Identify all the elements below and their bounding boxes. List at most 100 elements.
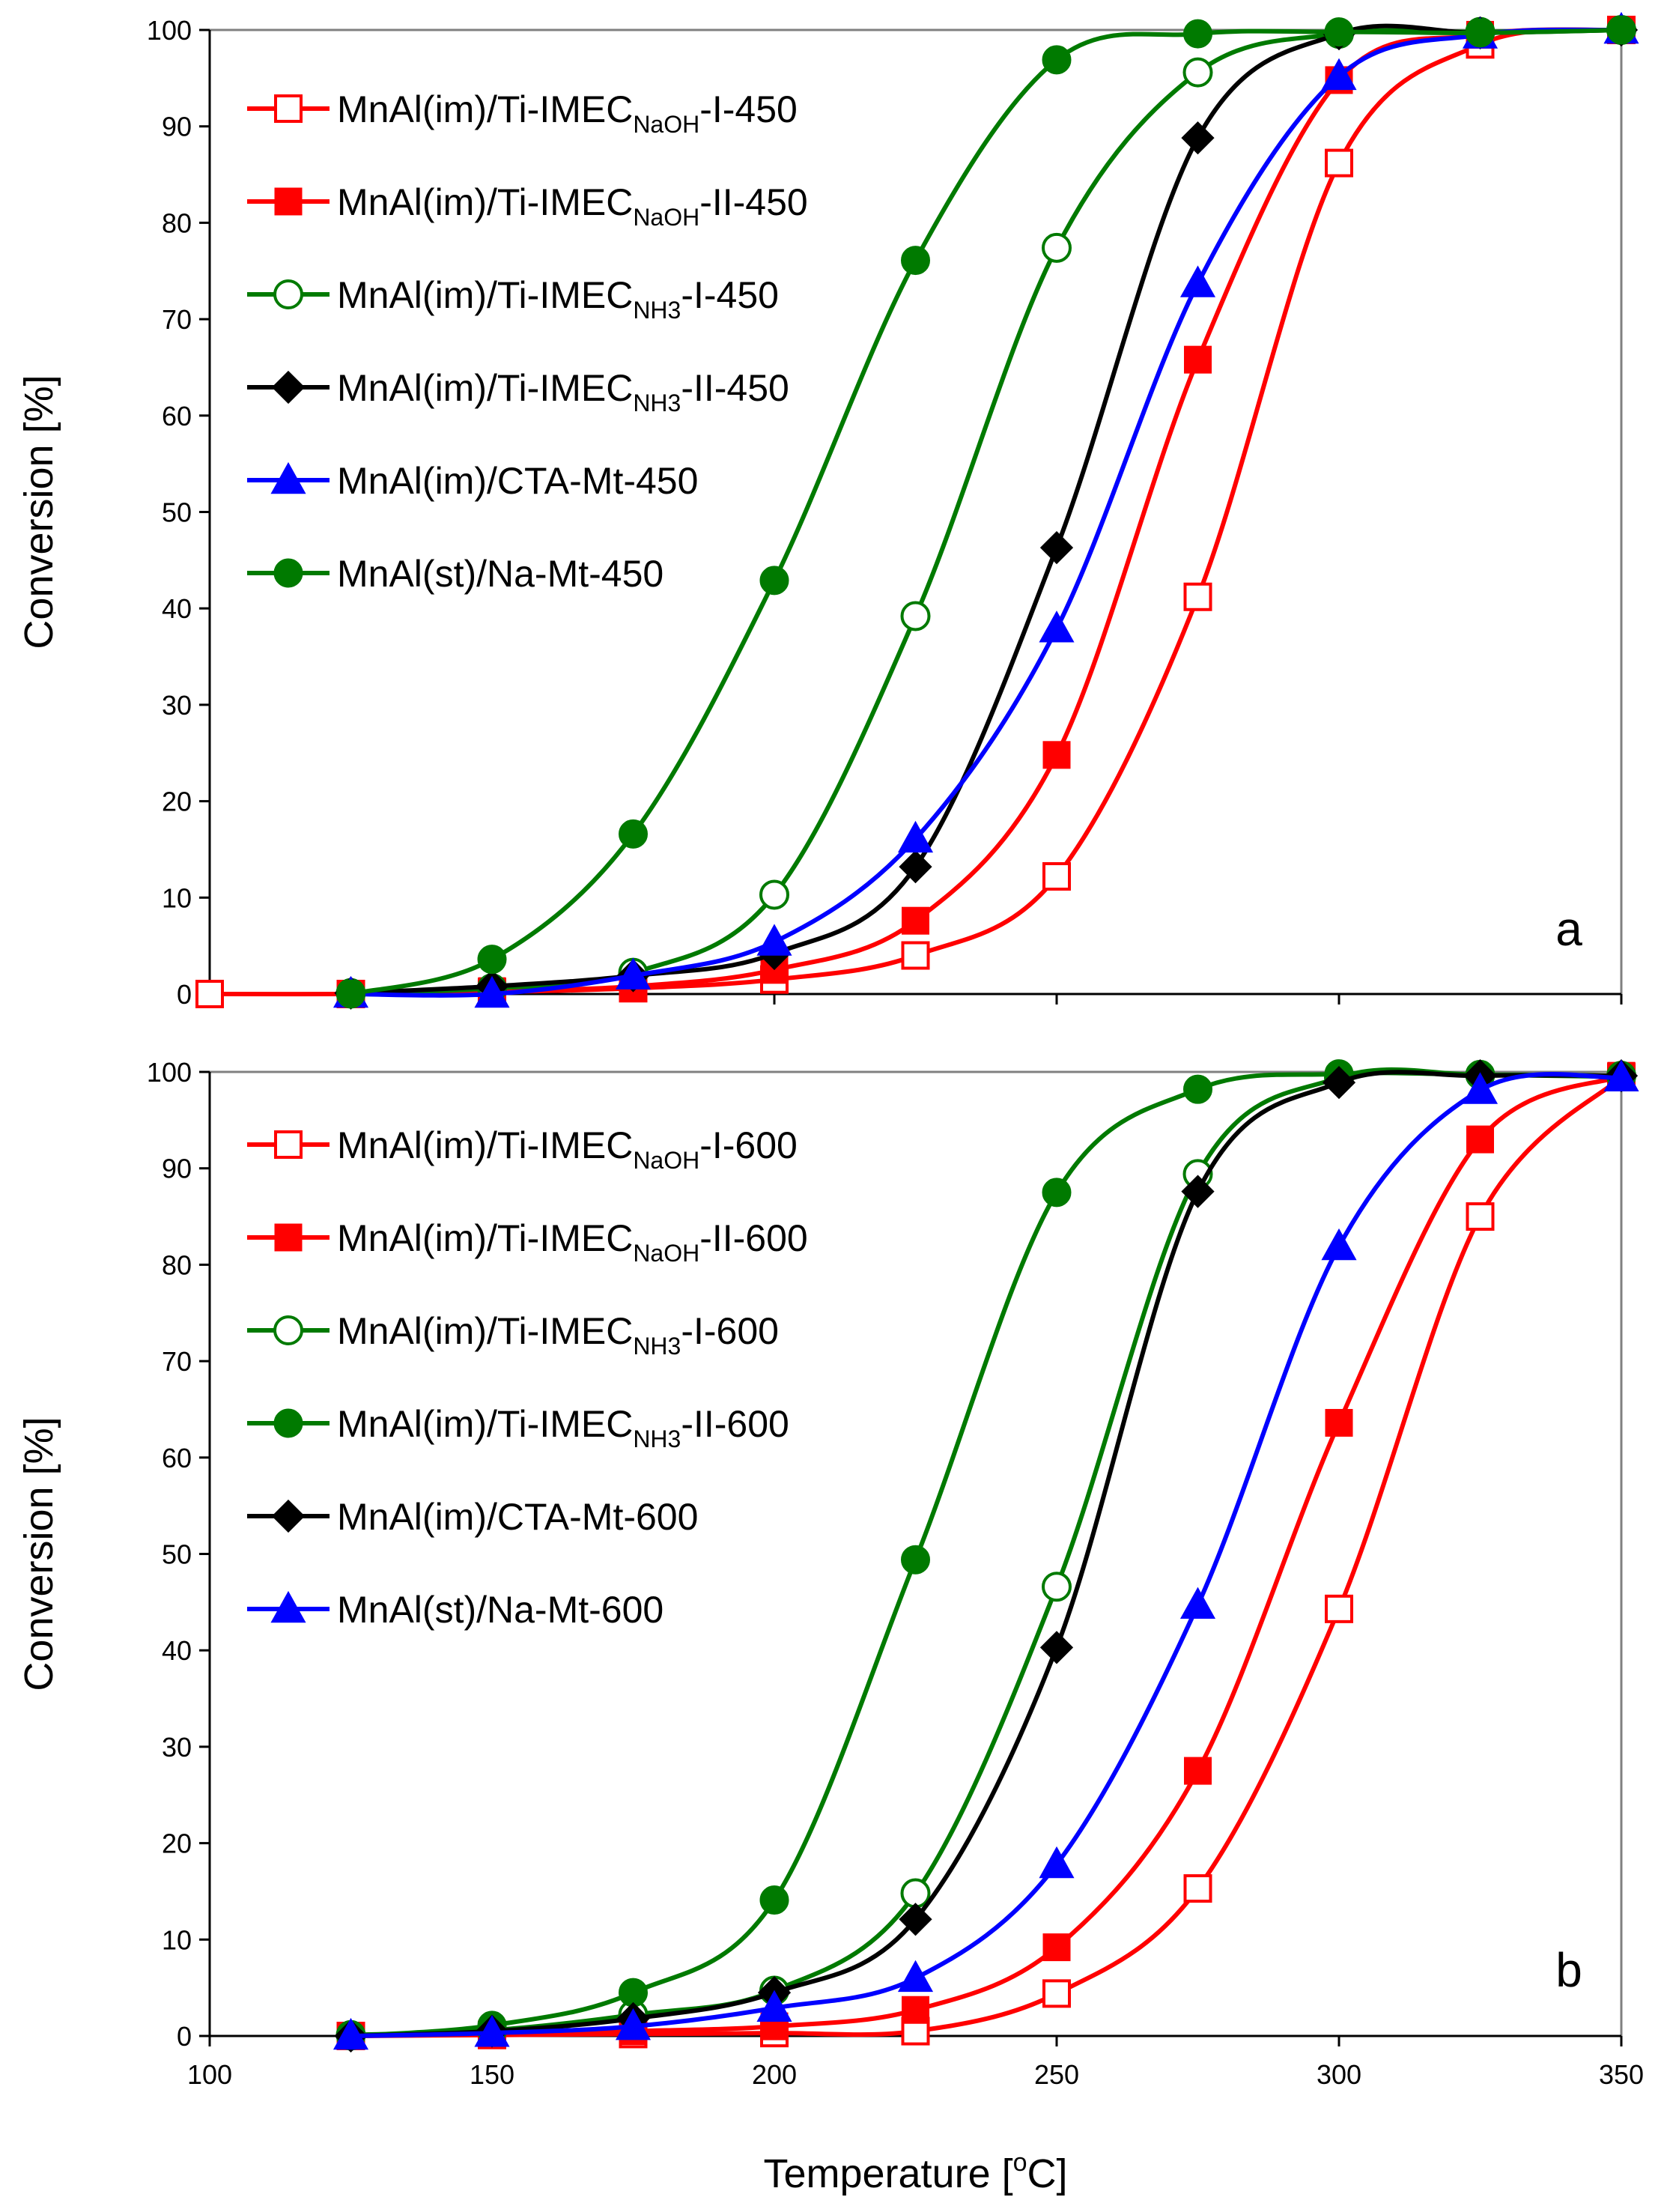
- legend-label-main: MnAl(im)/Ti-IMEC: [337, 1403, 633, 1445]
- data-point-275: [1179, 1587, 1216, 1619]
- data-point-300: [1321, 1228, 1357, 1261]
- y-tick-label-60: 60: [162, 1443, 192, 1473]
- legend-marker: [274, 1130, 303, 1159]
- y-tick-label-90: 90: [162, 112, 192, 142]
- data-point-225: [901, 941, 930, 970]
- data-point-200: [759, 879, 789, 910]
- legend-label: MnAl(im)/Ti-IMECNH3-I-600: [337, 1310, 779, 1360]
- data-point-125: [333, 2017, 369, 2050]
- data-point-225: [899, 1903, 932, 1936]
- y-tick-label-80: 80: [162, 1249, 192, 1280]
- legend-label-main: MnAl(im)/Ti-IMEC: [337, 181, 633, 223]
- data-point-325: [1466, 1202, 1495, 1231]
- legend-entry-mnal-im-ti-imec-naoh-i-450: MnAl(im)/Ti-IMECNaOH-I-450: [247, 88, 798, 138]
- data-point-175: [619, 1978, 648, 2008]
- y-tick-label-40: 40: [162, 593, 192, 624]
- data-point-250: [1042, 1572, 1072, 1602]
- data-point-275: [1183, 1874, 1212, 1903]
- series-line: [348, 27, 1624, 996]
- legend-label-subscript: NH3: [633, 1425, 681, 1452]
- data-point-300: [1322, 1066, 1356, 1100]
- y-tick-label-100: 100: [147, 1057, 192, 1088]
- data-point-275: [1184, 1757, 1212, 1785]
- series-mnal-im-ti-imec-nh3-ii-600: [336, 1059, 1636, 2051]
- legend-label-main: MnAl(im)/Ti-IMEC: [337, 367, 633, 409]
- legend-marker: [274, 94, 303, 123]
- data-point-250: [1039, 1846, 1075, 1879]
- series-line: [348, 1070, 1624, 2038]
- legend-label-main: MnAl(im)/Ti-IMEC: [337, 1217, 633, 1259]
- data-point-275: [1183, 582, 1212, 611]
- data-point-225: [900, 1878, 931, 1909]
- y-tick-label-30: 30: [162, 690, 192, 721]
- legend-label-subscript: NaOH: [633, 204, 699, 231]
- data-point-250: [1042, 1979, 1071, 2008]
- series-line: [348, 23, 1624, 996]
- data-point-325: [1466, 18, 1495, 48]
- data-point-275: [1179, 265, 1216, 297]
- legend-label-main: MnAl(im)/Ti-IMEC: [337, 274, 633, 316]
- data-point-250: [1042, 1178, 1072, 1207]
- legend-label: MnAl(im)/CTA-Mt-600: [337, 1496, 698, 1538]
- data-point-350: [1606, 15, 1636, 45]
- data-point-200: [759, 1885, 789, 1915]
- series-mnal-st-na-mt-600: [333, 1059, 1639, 2050]
- data-point-275: [1184, 345, 1212, 374]
- data-point-175: [619, 819, 648, 849]
- y-tick-label-0: 0: [177, 2021, 192, 2052]
- data-point-150: [477, 945, 507, 975]
- data-point-250: [1039, 530, 1074, 565]
- legend-label-subscript: NaOH: [633, 1147, 699, 1174]
- y-tick-label-70: 70: [162, 304, 192, 335]
- legend-label-main: MnAl(st)/Na-Mt-450: [337, 553, 664, 595]
- y-tick-label-60: 60: [162, 401, 192, 431]
- series-line: [348, 28, 1624, 996]
- data-point-225: [901, 1545, 930, 1575]
- legend-label-tail: -I-450: [681, 274, 779, 316]
- data-point-275: [1181, 121, 1215, 155]
- legend-label-subscript: NaOH: [633, 111, 699, 138]
- data-point-225: [900, 601, 931, 631]
- legend-label-subscript: NH3: [633, 1333, 681, 1360]
- x-axis-title-degree: o: [1013, 2148, 1027, 2177]
- x-axis-title: Temperature [oC]: [763, 2148, 1067, 2196]
- data-point-300: [1324, 17, 1354, 47]
- legend-entry-mnal-st-na-mt-450: MnAl(st)/Na-Mt-450: [247, 553, 664, 595]
- series-mnal-im-ti-imec-naoh-ii-600: [337, 1061, 1636, 2050]
- y-axis-title: Conversion [%]: [16, 375, 61, 649]
- y-tick-label-90: 90: [162, 1154, 192, 1184]
- series-line: [348, 27, 1624, 998]
- legend-marker: [270, 1590, 306, 1623]
- data-point-300: [1325, 148, 1353, 178]
- x-tick-label-100: 100: [187, 2059, 232, 2090]
- legend-label-tail: -II-600: [681, 1403, 789, 1445]
- x-tick-label-150: 150: [470, 2059, 514, 2090]
- data-point-225: [897, 820, 934, 853]
- data-point-250: [1042, 861, 1071, 891]
- panel-letter: a: [1555, 902, 1582, 956]
- chart-panel-a: 0 10 20 30 40 50 60 70 80 90 100 Conversion [%] MnAl…: [16, 11, 1639, 1010]
- legend-label-subscript: NH3: [633, 390, 681, 416]
- data-point-300: [1321, 58, 1357, 91]
- legend-marker: [273, 558, 303, 588]
- x-axis-title-tail: C]: [1027, 2151, 1068, 2196]
- data-point-225: [902, 1996, 929, 2024]
- data-point-275: [1183, 19, 1212, 49]
- y-tick-label-70: 70: [162, 1346, 192, 1377]
- data-point-250: [1042, 1933, 1071, 1962]
- data-point-200: [759, 566, 789, 596]
- y-tick-label-40: 40: [162, 1635, 192, 1666]
- legend-entry-mnal-im-ti-imec-nh3-ii-450: MnAl(im)/Ti-IMECNH3-II-450: [247, 367, 789, 416]
- series-line: [348, 1067, 1624, 2037]
- data-point-200: [756, 1990, 792, 2022]
- data-point-250: [1042, 232, 1072, 263]
- data-point-275: [1181, 1175, 1215, 1208]
- y-tick-label-30: 30: [162, 1732, 192, 1763]
- legend-label: MnAl(im)/CTA-Mt-450: [337, 460, 698, 502]
- legend-entry-mnal-im-ti-imec-naoh-ii-450: MnAl(im)/Ti-IMECNaOH-II-450: [247, 181, 808, 231]
- data-point-325: [1462, 1072, 1498, 1104]
- legend-label-tail: -I-600: [699, 1124, 798, 1166]
- legend-entry-mnal-im-ti-imec-naoh-ii-600: MnAl(im)/Ti-IMECNaOH-II-600: [247, 1217, 808, 1267]
- legend-label: MnAl(im)/Ti-IMECNaOH-I-450: [337, 88, 798, 138]
- legend-label: MnAl(im)/Ti-IMECNH3-I-450: [337, 274, 779, 324]
